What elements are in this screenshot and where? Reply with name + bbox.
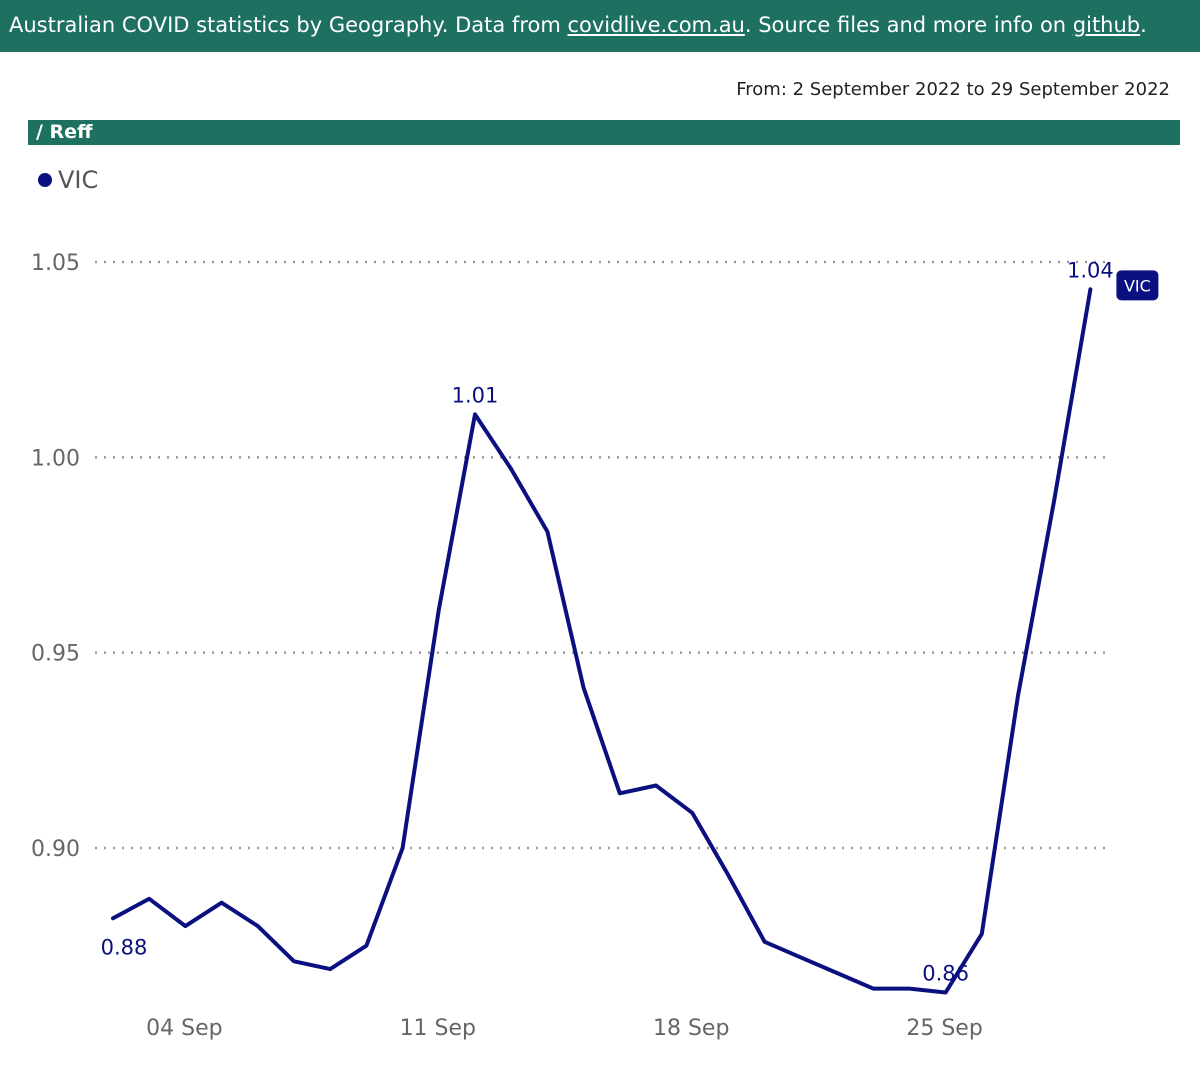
series-line-vic[interactable] bbox=[111, 287, 1093, 995]
series-layer bbox=[111, 287, 1093, 995]
data-label: 1.01 bbox=[452, 383, 499, 407]
header-text-post: . bbox=[1140, 13, 1147, 37]
header-text-mid: . Source files and more info on bbox=[744, 13, 1073, 37]
x-tick-label: 11 Sep bbox=[400, 1016, 476, 1041]
x-tick-label: 25 Sep bbox=[906, 1016, 982, 1041]
covidlive-link[interactable]: covidlive.com.au bbox=[567, 13, 745, 37]
x-tick-label: 04 Sep bbox=[146, 1016, 222, 1041]
y-tick-label: 0.95 bbox=[31, 642, 80, 667]
data-label: 1.04 bbox=[1067, 258, 1114, 282]
header-text-pre: Australian COVID statistics by Geography… bbox=[9, 13, 568, 37]
grid-lines bbox=[95, 260, 1105, 850]
data-labels: 0.88 1.01 0.86 1.04 VIC bbox=[101, 258, 1159, 986]
chart-legend[interactable]: VIC bbox=[38, 166, 98, 194]
y-axis: 0.90 0.95 1.00 1.05 bbox=[31, 251, 80, 862]
y-tick-label: 1.00 bbox=[31, 446, 80, 471]
series-end-tag: VIC bbox=[1116, 270, 1159, 301]
series-tag-box bbox=[1116, 270, 1159, 301]
y-tick-label: 0.90 bbox=[31, 837, 80, 862]
series-tag-label: VIC bbox=[1124, 276, 1151, 295]
x-axis: 04 Sep 11 Sep 18 Sep 25 Sep bbox=[146, 1016, 983, 1041]
y-tick-label: 1.05 bbox=[31, 251, 80, 276]
date-range: From: 2 September 2022 to 29 September 2… bbox=[736, 79, 1170, 100]
x-tick-label: 18 Sep bbox=[653, 1016, 729, 1041]
section-title: / Reff bbox=[28, 120, 1180, 145]
legend-marker bbox=[38, 173, 52, 187]
data-label: 0.88 bbox=[101, 935, 148, 959]
page-header: Australian COVID statistics by Geography… bbox=[0, 0, 1200, 52]
data-label: 0.86 bbox=[922, 962, 969, 986]
github-link[interactable]: github bbox=[1072, 13, 1141, 37]
legend-label: VIC bbox=[58, 166, 99, 194]
